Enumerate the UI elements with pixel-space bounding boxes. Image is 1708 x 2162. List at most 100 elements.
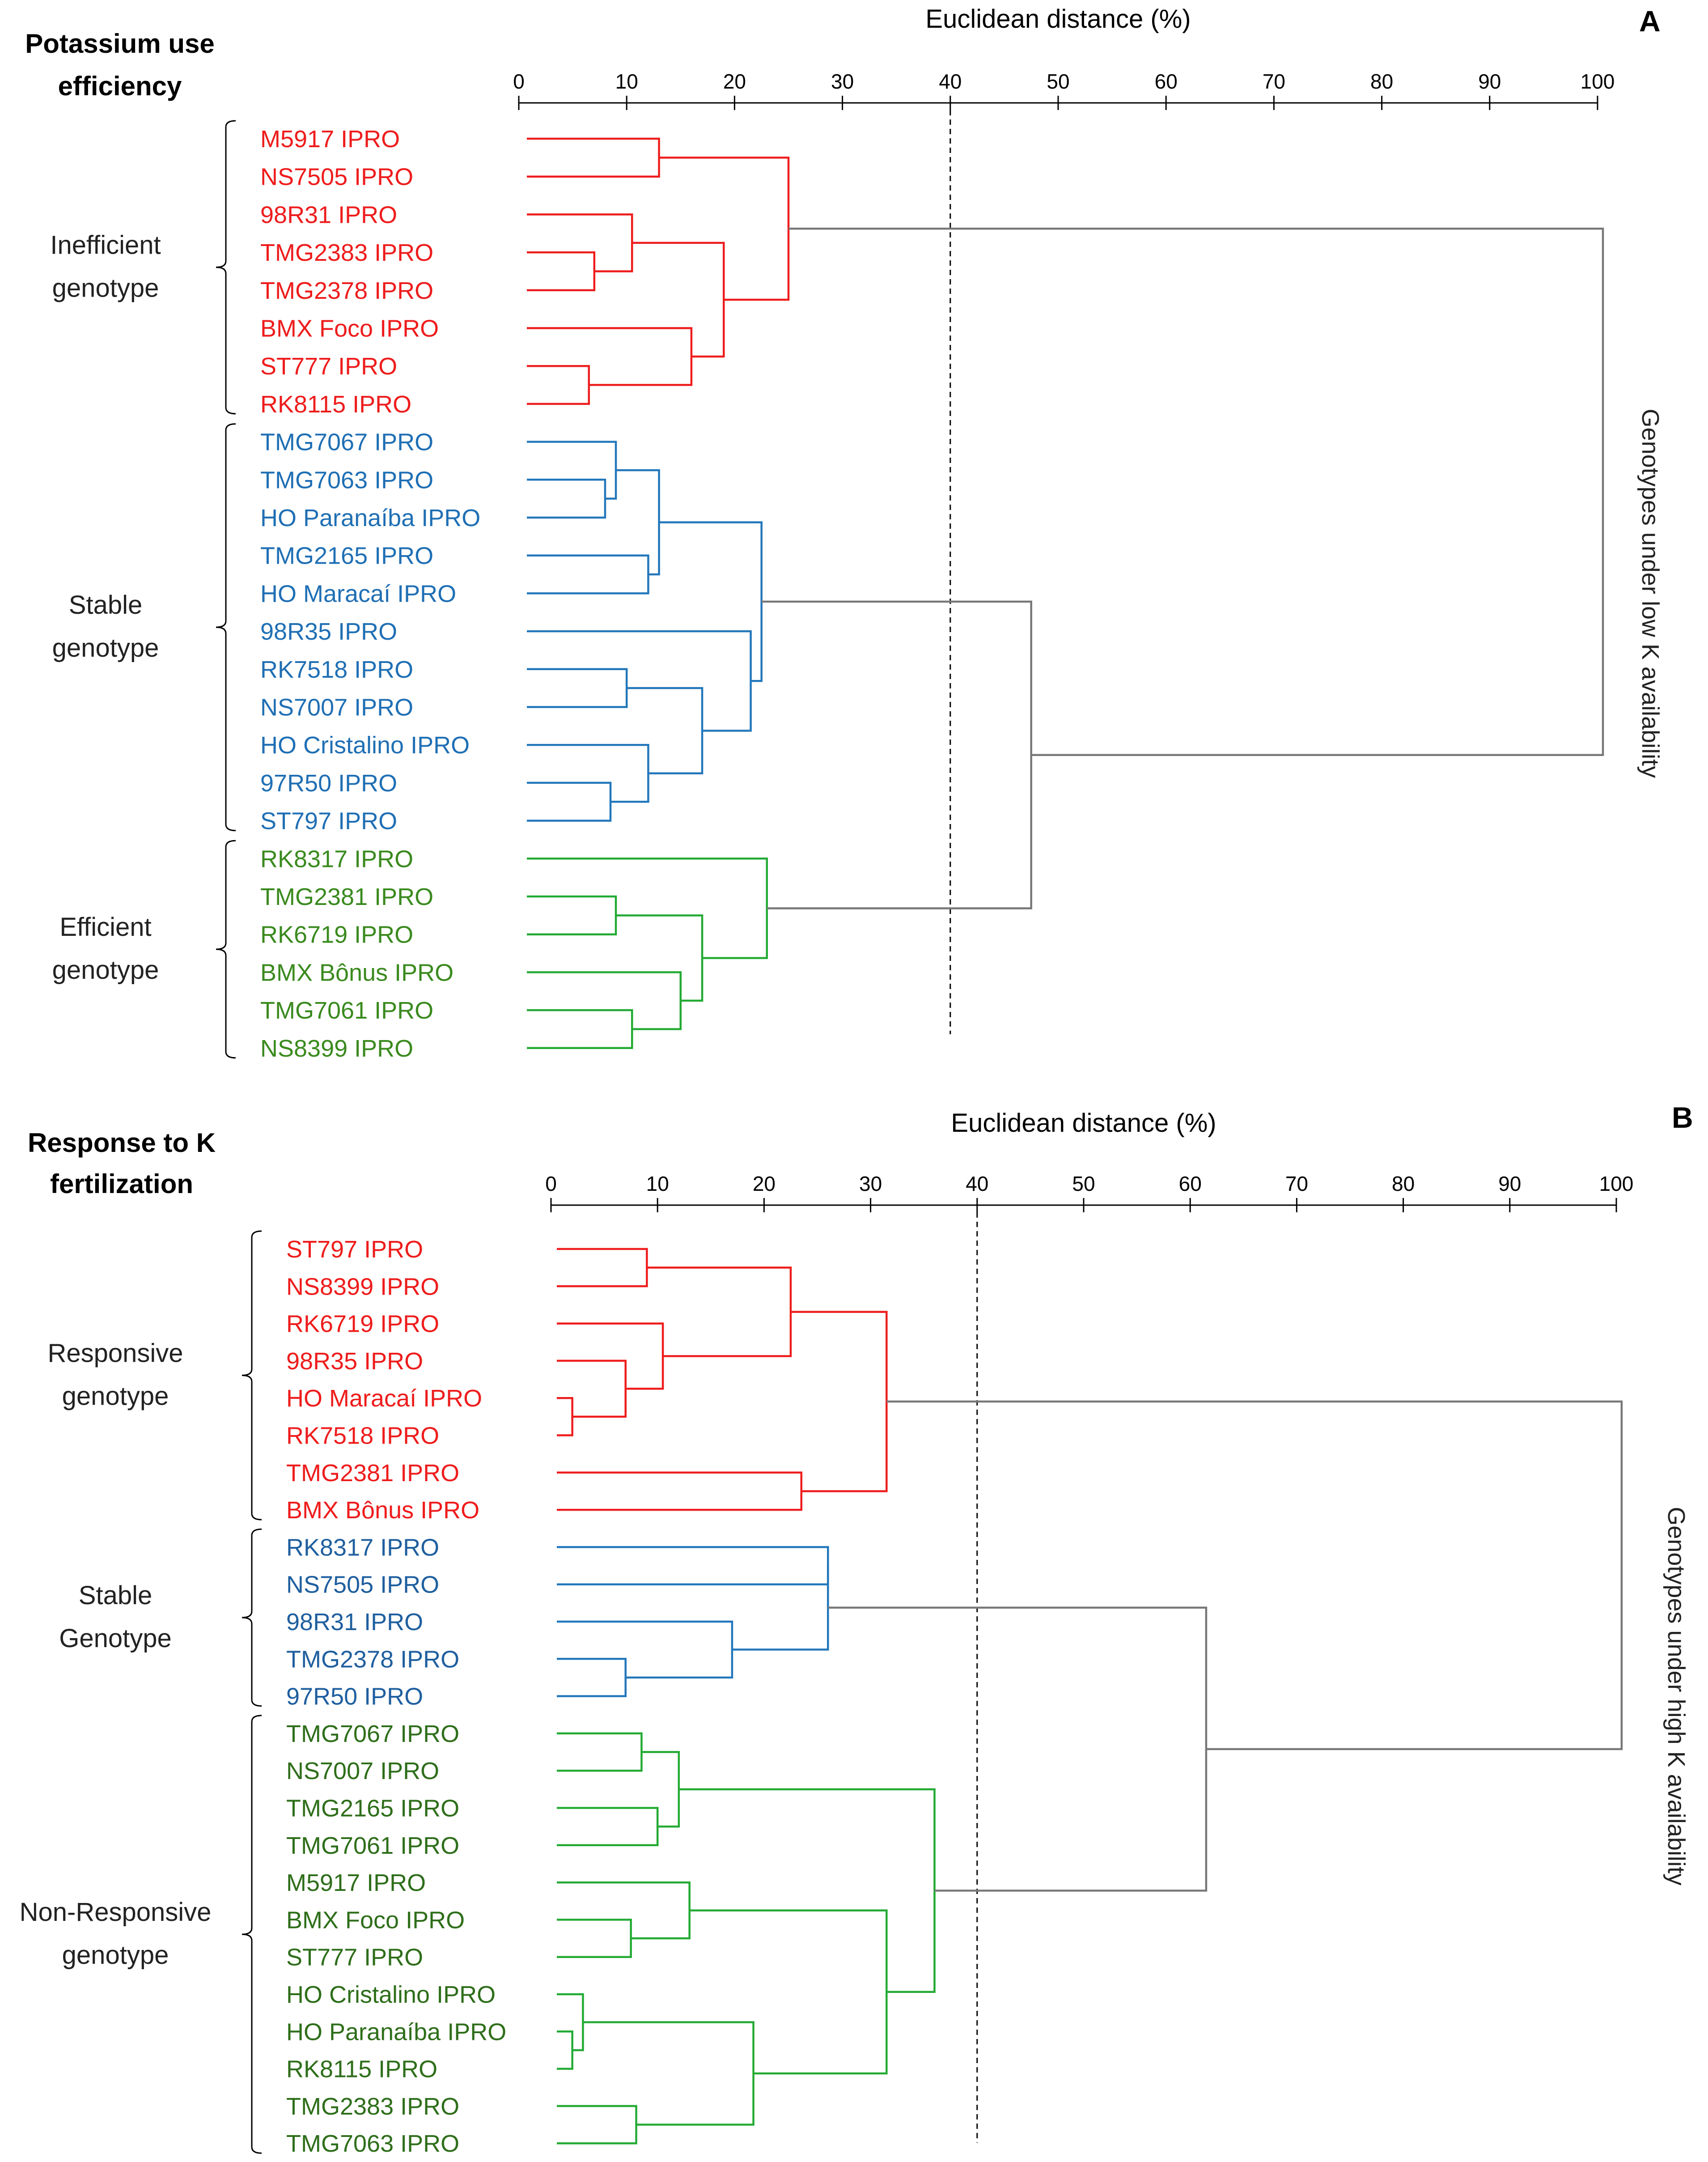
leaf-label: M5917 IPRO bbox=[260, 126, 400, 153]
leaf-label: RK6719 IPRO bbox=[260, 922, 413, 948]
x-tick-label: 0 bbox=[545, 1172, 557, 1195]
leaf-label: 98R35 IPRO bbox=[286, 1348, 423, 1375]
leaf-label: TMG7061 IPRO bbox=[286, 1832, 459, 1859]
x-tick-label: 10 bbox=[646, 1172, 669, 1195]
group-label: genotype bbox=[52, 273, 159, 302]
x-tick-label: 20 bbox=[753, 1172, 776, 1195]
leaf-label: RK8115 IPRO bbox=[260, 391, 411, 418]
leaf-label: TMG7063 IPRO bbox=[260, 467, 433, 493]
x-tick-label: 70 bbox=[1285, 1172, 1308, 1195]
dendrogram-link bbox=[788, 227, 1604, 756]
leaf-label: TMG7063 IPRO bbox=[286, 2130, 459, 2157]
x-tick-label: 40 bbox=[939, 70, 962, 93]
group-brace bbox=[216, 120, 236, 415]
leaf-label: TMG2383 IPRO bbox=[260, 239, 433, 266]
group-label: Stable bbox=[79, 1581, 152, 1610]
leaf-label: TMG2381 IPRO bbox=[286, 1460, 459, 1487]
leaf-label: 98R31 IPRO bbox=[260, 201, 397, 228]
leaf-label: 97R50 IPRO bbox=[286, 1683, 423, 1710]
leaf-label: ST777 IPRO bbox=[260, 353, 397, 380]
group-label: genotype bbox=[62, 1382, 169, 1411]
leaf-label: TMG2165 IPRO bbox=[260, 543, 433, 569]
leaf-label: RK8317 IPRO bbox=[260, 845, 413, 872]
leaf-label: NS7007 IPRO bbox=[260, 694, 413, 721]
leaf-label: HO Paranaíba IPRO bbox=[260, 505, 480, 531]
leaf-label: NS8399 IPRO bbox=[260, 1035, 413, 1062]
leaf-label: 97R50 IPRO bbox=[260, 770, 397, 797]
leaf-label: HO Maracaí IPRO bbox=[260, 580, 456, 607]
leaf-label: NS7505 IPRO bbox=[286, 1572, 439, 1598]
leaf-label: TMG2165 IPRO bbox=[286, 1795, 459, 1822]
leaf-label: ST777 IPRO bbox=[286, 1944, 423, 1971]
group-label: Inefficient bbox=[50, 230, 161, 259]
leaf-label: TMG2378 IPRO bbox=[260, 277, 433, 304]
x-tick-label: 40 bbox=[966, 1172, 988, 1195]
leaf-label: HO Paranaíba IPRO bbox=[286, 2018, 506, 2045]
leaf-label: 98R35 IPRO bbox=[260, 618, 397, 645]
x-tick-label: 80 bbox=[1370, 70, 1393, 93]
leaf-label: TMG7061 IPRO bbox=[260, 997, 433, 1024]
leaf-label: TMG2383 IPRO bbox=[286, 2093, 459, 2120]
panel-heading-line: fertilization bbox=[50, 1169, 193, 1199]
leaf-label: TMG7067 IPRO bbox=[260, 429, 433, 456]
leaf-label: HO Maracaí IPRO bbox=[286, 1385, 482, 1412]
leaf-label: TMG2381 IPRO bbox=[260, 883, 433, 910]
panel-letter: B bbox=[1672, 1101, 1693, 1134]
group-label: Efficient bbox=[59, 913, 151, 942]
leaf-label: ST797 IPRO bbox=[286, 1236, 423, 1263]
leaf-label: BMX Foco IPRO bbox=[286, 1907, 465, 1933]
x-axis-title: Euclidean distance (%) bbox=[925, 4, 1191, 34]
x-tick-label: 70 bbox=[1263, 70, 1285, 93]
group-brace bbox=[242, 1528, 262, 1707]
group-label: Stable bbox=[69, 590, 142, 620]
leaf-label: NS7007 IPRO bbox=[286, 1758, 439, 1784]
x-tick-label: 80 bbox=[1392, 1172, 1415, 1195]
leaf-label: TMG7067 IPRO bbox=[286, 1720, 459, 1747]
side-axis-label: Genotypes under high K availability bbox=[1663, 1507, 1690, 1886]
x-tick-label: 10 bbox=[615, 70, 638, 93]
group-label: genotype bbox=[62, 1941, 169, 1970]
leaf-label: ST797 IPRO bbox=[260, 808, 397, 835]
leaf-label: RK7518 IPRO bbox=[286, 1423, 439, 1449]
panel-heading-line: Potassium use bbox=[25, 29, 215, 59]
leaf-label: M5917 IPRO bbox=[286, 1869, 426, 1896]
panel-letter: A bbox=[1639, 4, 1661, 38]
leaf-label: BMX Bônus IPRO bbox=[286, 1497, 479, 1524]
group-label: Responsive bbox=[47, 1339, 183, 1368]
x-tick-label: 30 bbox=[859, 1172, 882, 1195]
x-tick-label: 60 bbox=[1179, 1172, 1202, 1195]
group-brace bbox=[242, 1715, 262, 2154]
leaf-label: HO Cristalino IPRO bbox=[286, 1981, 496, 2008]
leaf-label: RK7518 IPRO bbox=[260, 656, 413, 683]
panel-heading-line: Response to K bbox=[28, 1128, 216, 1158]
group-label: genotype bbox=[52, 956, 159, 985]
group-label: genotype bbox=[52, 633, 159, 663]
x-tick-label: 100 bbox=[1581, 70, 1615, 93]
leaf-label: 98R31 IPRO bbox=[286, 1609, 423, 1635]
x-tick-label: 50 bbox=[1047, 70, 1069, 93]
x-axis-title: Euclidean distance (%) bbox=[951, 1109, 1216, 1138]
x-tick-label: 90 bbox=[1498, 1172, 1521, 1195]
leaf-label: TMG2378 IPRO bbox=[286, 1646, 459, 1673]
x-tick-label: 60 bbox=[1155, 70, 1178, 93]
leaf-label: RK8317 IPRO bbox=[286, 1534, 439, 1561]
dendrogram-link bbox=[886, 1400, 1623, 1750]
x-tick-label: 90 bbox=[1478, 70, 1501, 93]
x-tick-label: 100 bbox=[1599, 1172, 1634, 1195]
group-label: Genotype bbox=[59, 1624, 172, 1653]
side-axis-label: Genotypes under low K availability bbox=[1637, 409, 1664, 778]
panel-heading-line: efficiency bbox=[58, 71, 182, 101]
x-tick-label: 50 bbox=[1072, 1172, 1095, 1195]
leaf-label: HO Cristalino IPRO bbox=[260, 732, 470, 759]
x-tick-label: 20 bbox=[723, 70, 746, 93]
group-brace bbox=[216, 840, 236, 1059]
group-brace bbox=[242, 1230, 262, 1521]
leaf-label: NS8399 IPRO bbox=[286, 1273, 439, 1300]
group-label: Non-Responsive bbox=[20, 1898, 212, 1927]
group-brace bbox=[216, 423, 236, 832]
leaf-label: RK8115 IPRO bbox=[286, 2056, 437, 2083]
dendrogram-link bbox=[732, 1566, 829, 1651]
x-tick-label: 30 bbox=[831, 70, 854, 93]
